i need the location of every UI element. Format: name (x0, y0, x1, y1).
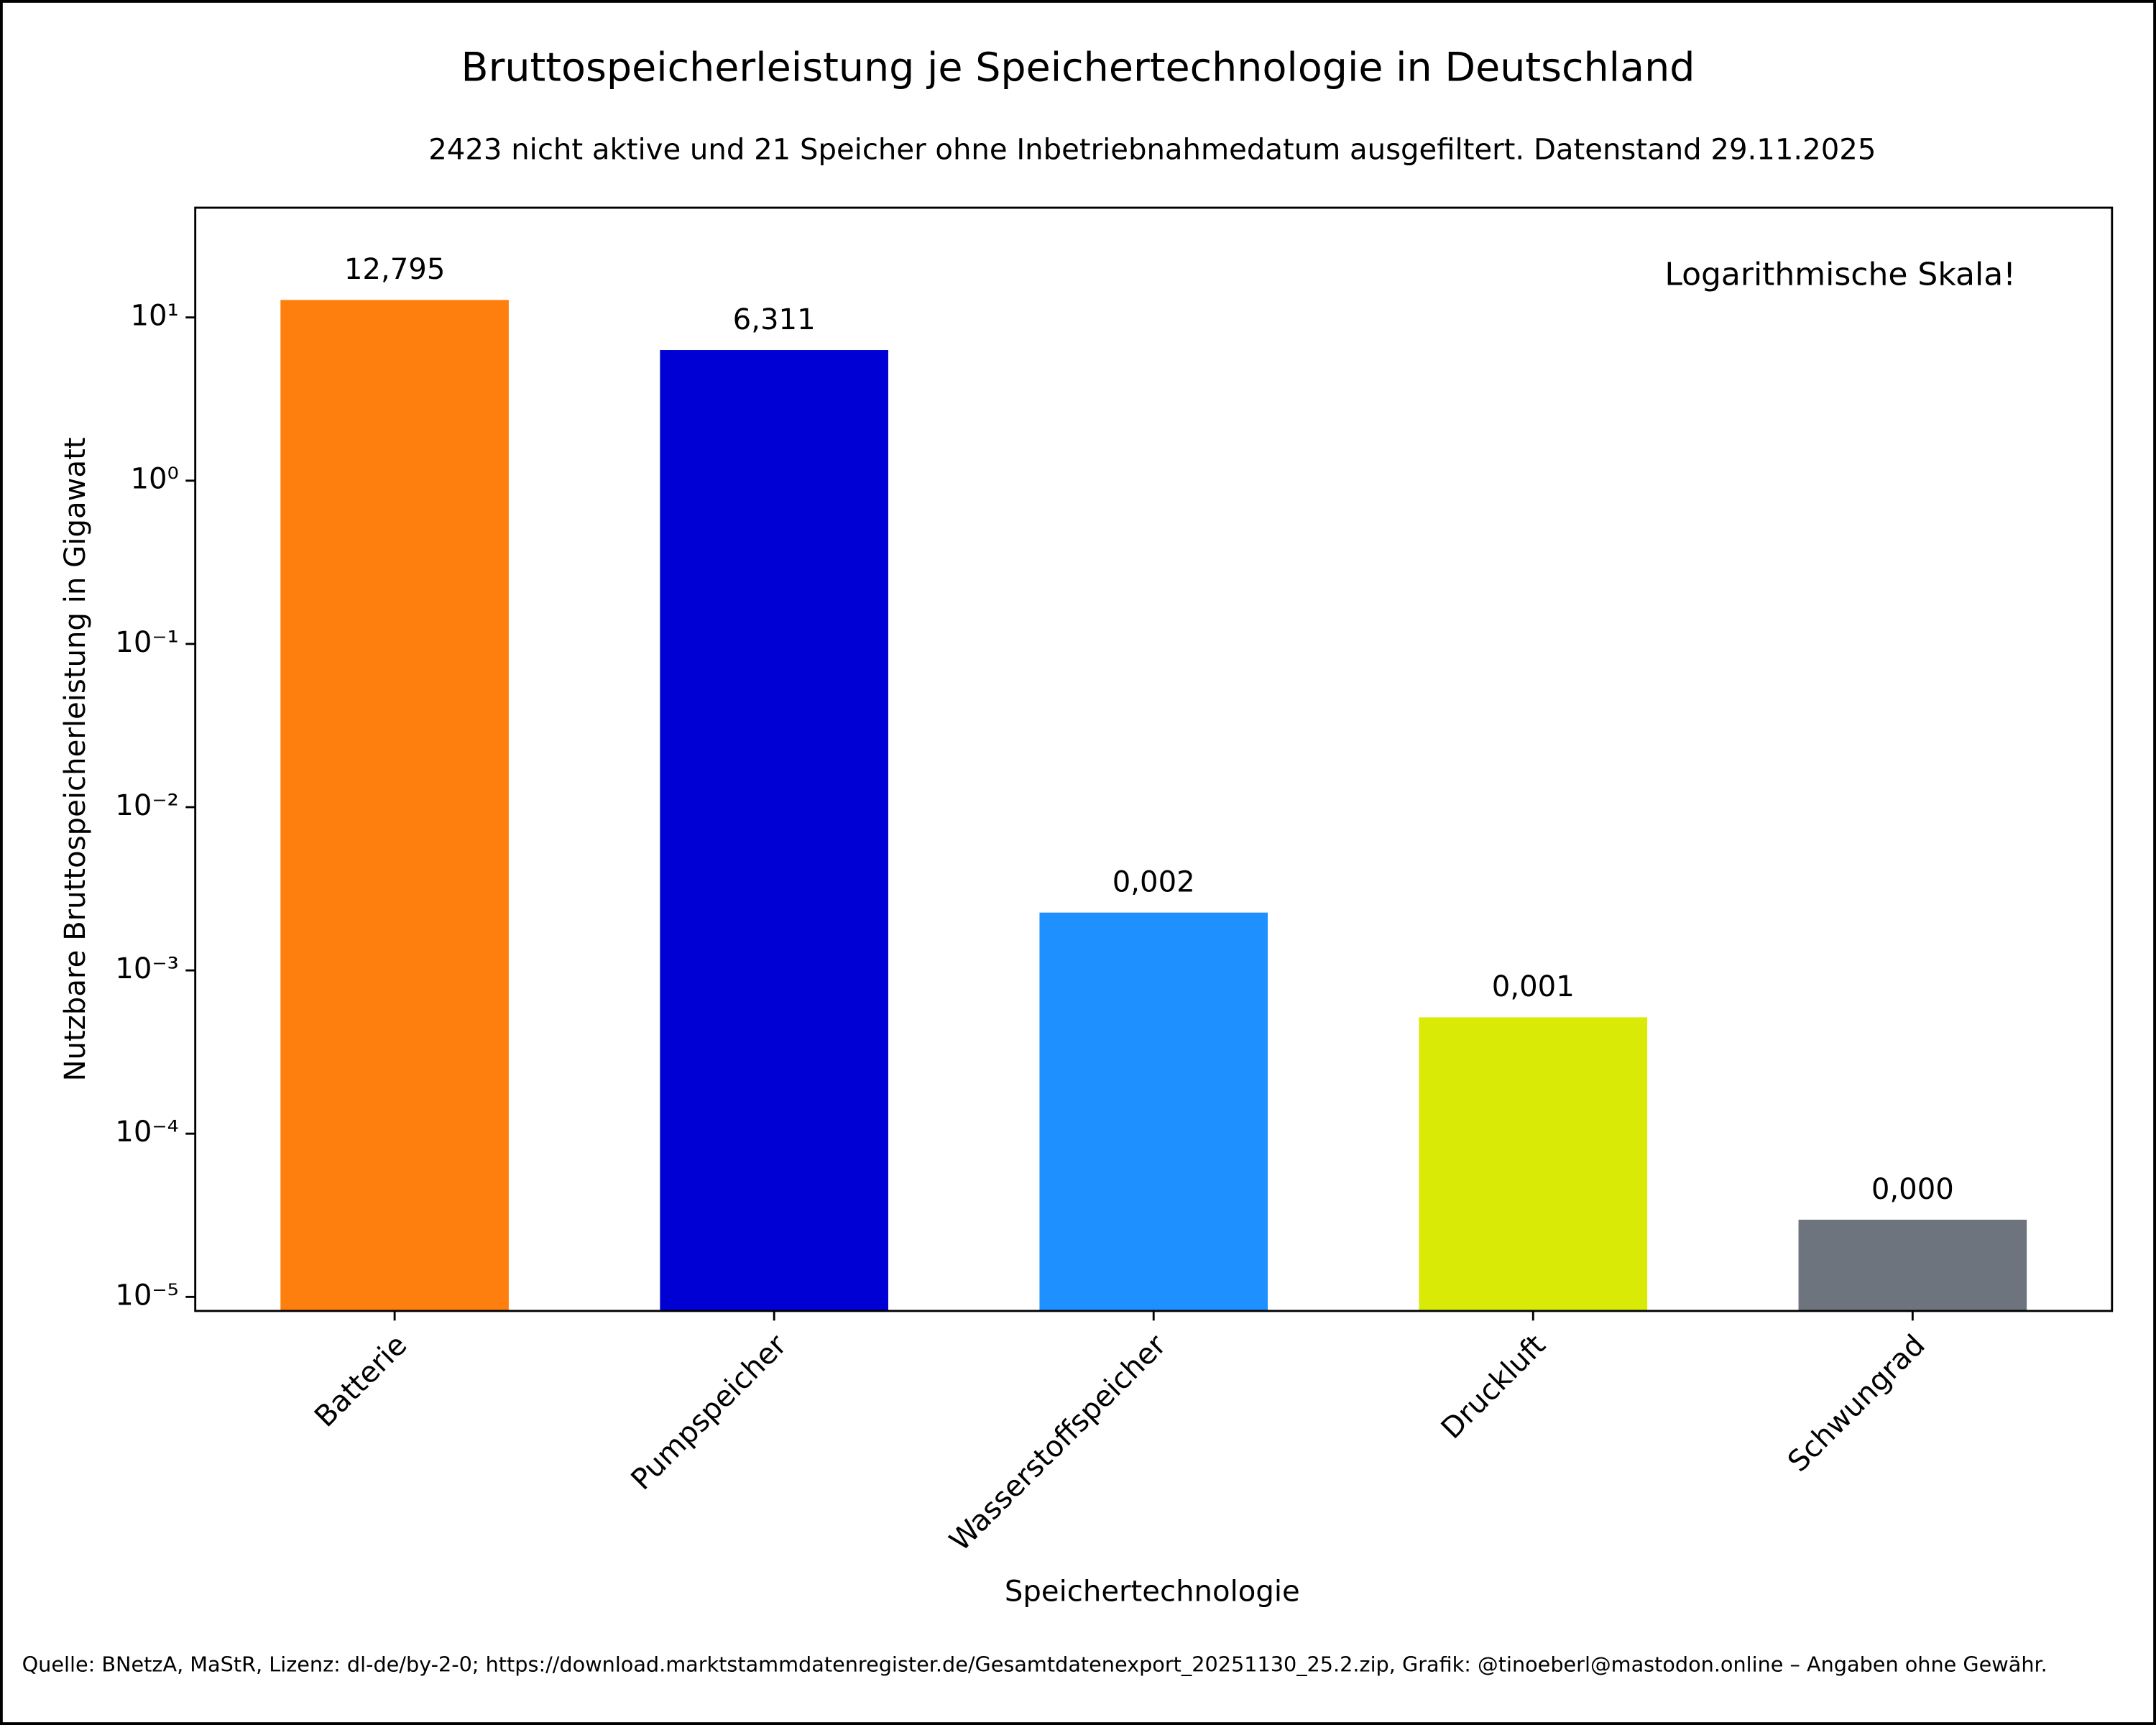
bar (280, 300, 509, 1311)
source-note: Quelle: BNetzA, MaStR, Lizenz: dl-de/by-… (22, 1652, 2047, 1677)
y-tick-label: 10⁻¹ (115, 626, 178, 659)
annotation: Logarithmische Skala! (1664, 257, 2016, 293)
y-tick-label: 10⁻⁵ (115, 1279, 178, 1312)
y-tick-label: 10⁻³ (115, 952, 178, 985)
bar (1419, 1017, 1648, 1311)
value-label: 0,000 (1871, 1173, 1954, 1206)
bar (660, 350, 888, 1311)
y-tick-label: 10⁻² (115, 789, 178, 822)
bar (1798, 1219, 2027, 1311)
plot-frame (194, 206, 2114, 1312)
chart-title: Bruttospeicherleistung je Speichertechno… (461, 45, 1695, 91)
y-tick-label: 10⁻⁴ (115, 1116, 178, 1149)
value-label: 0,002 (1112, 865, 1195, 898)
value-label: 12,795 (344, 253, 446, 286)
value-label: 6,311 (733, 303, 816, 336)
y-tick-label: 10¹ (131, 300, 179, 333)
y-tick-label: 10⁰ (131, 463, 179, 496)
y-axis-label: Nutzbare Bruttospeicherleistung in Gigaw… (59, 437, 92, 1081)
value-label: 0,001 (1492, 970, 1575, 1003)
chart-subtitle: 2423 nicht aktive und 21 Speicher ohne I… (428, 134, 1876, 167)
bar (1039, 912, 1268, 1311)
x-axis-label: Speichertechnologie (1005, 1575, 1300, 1608)
